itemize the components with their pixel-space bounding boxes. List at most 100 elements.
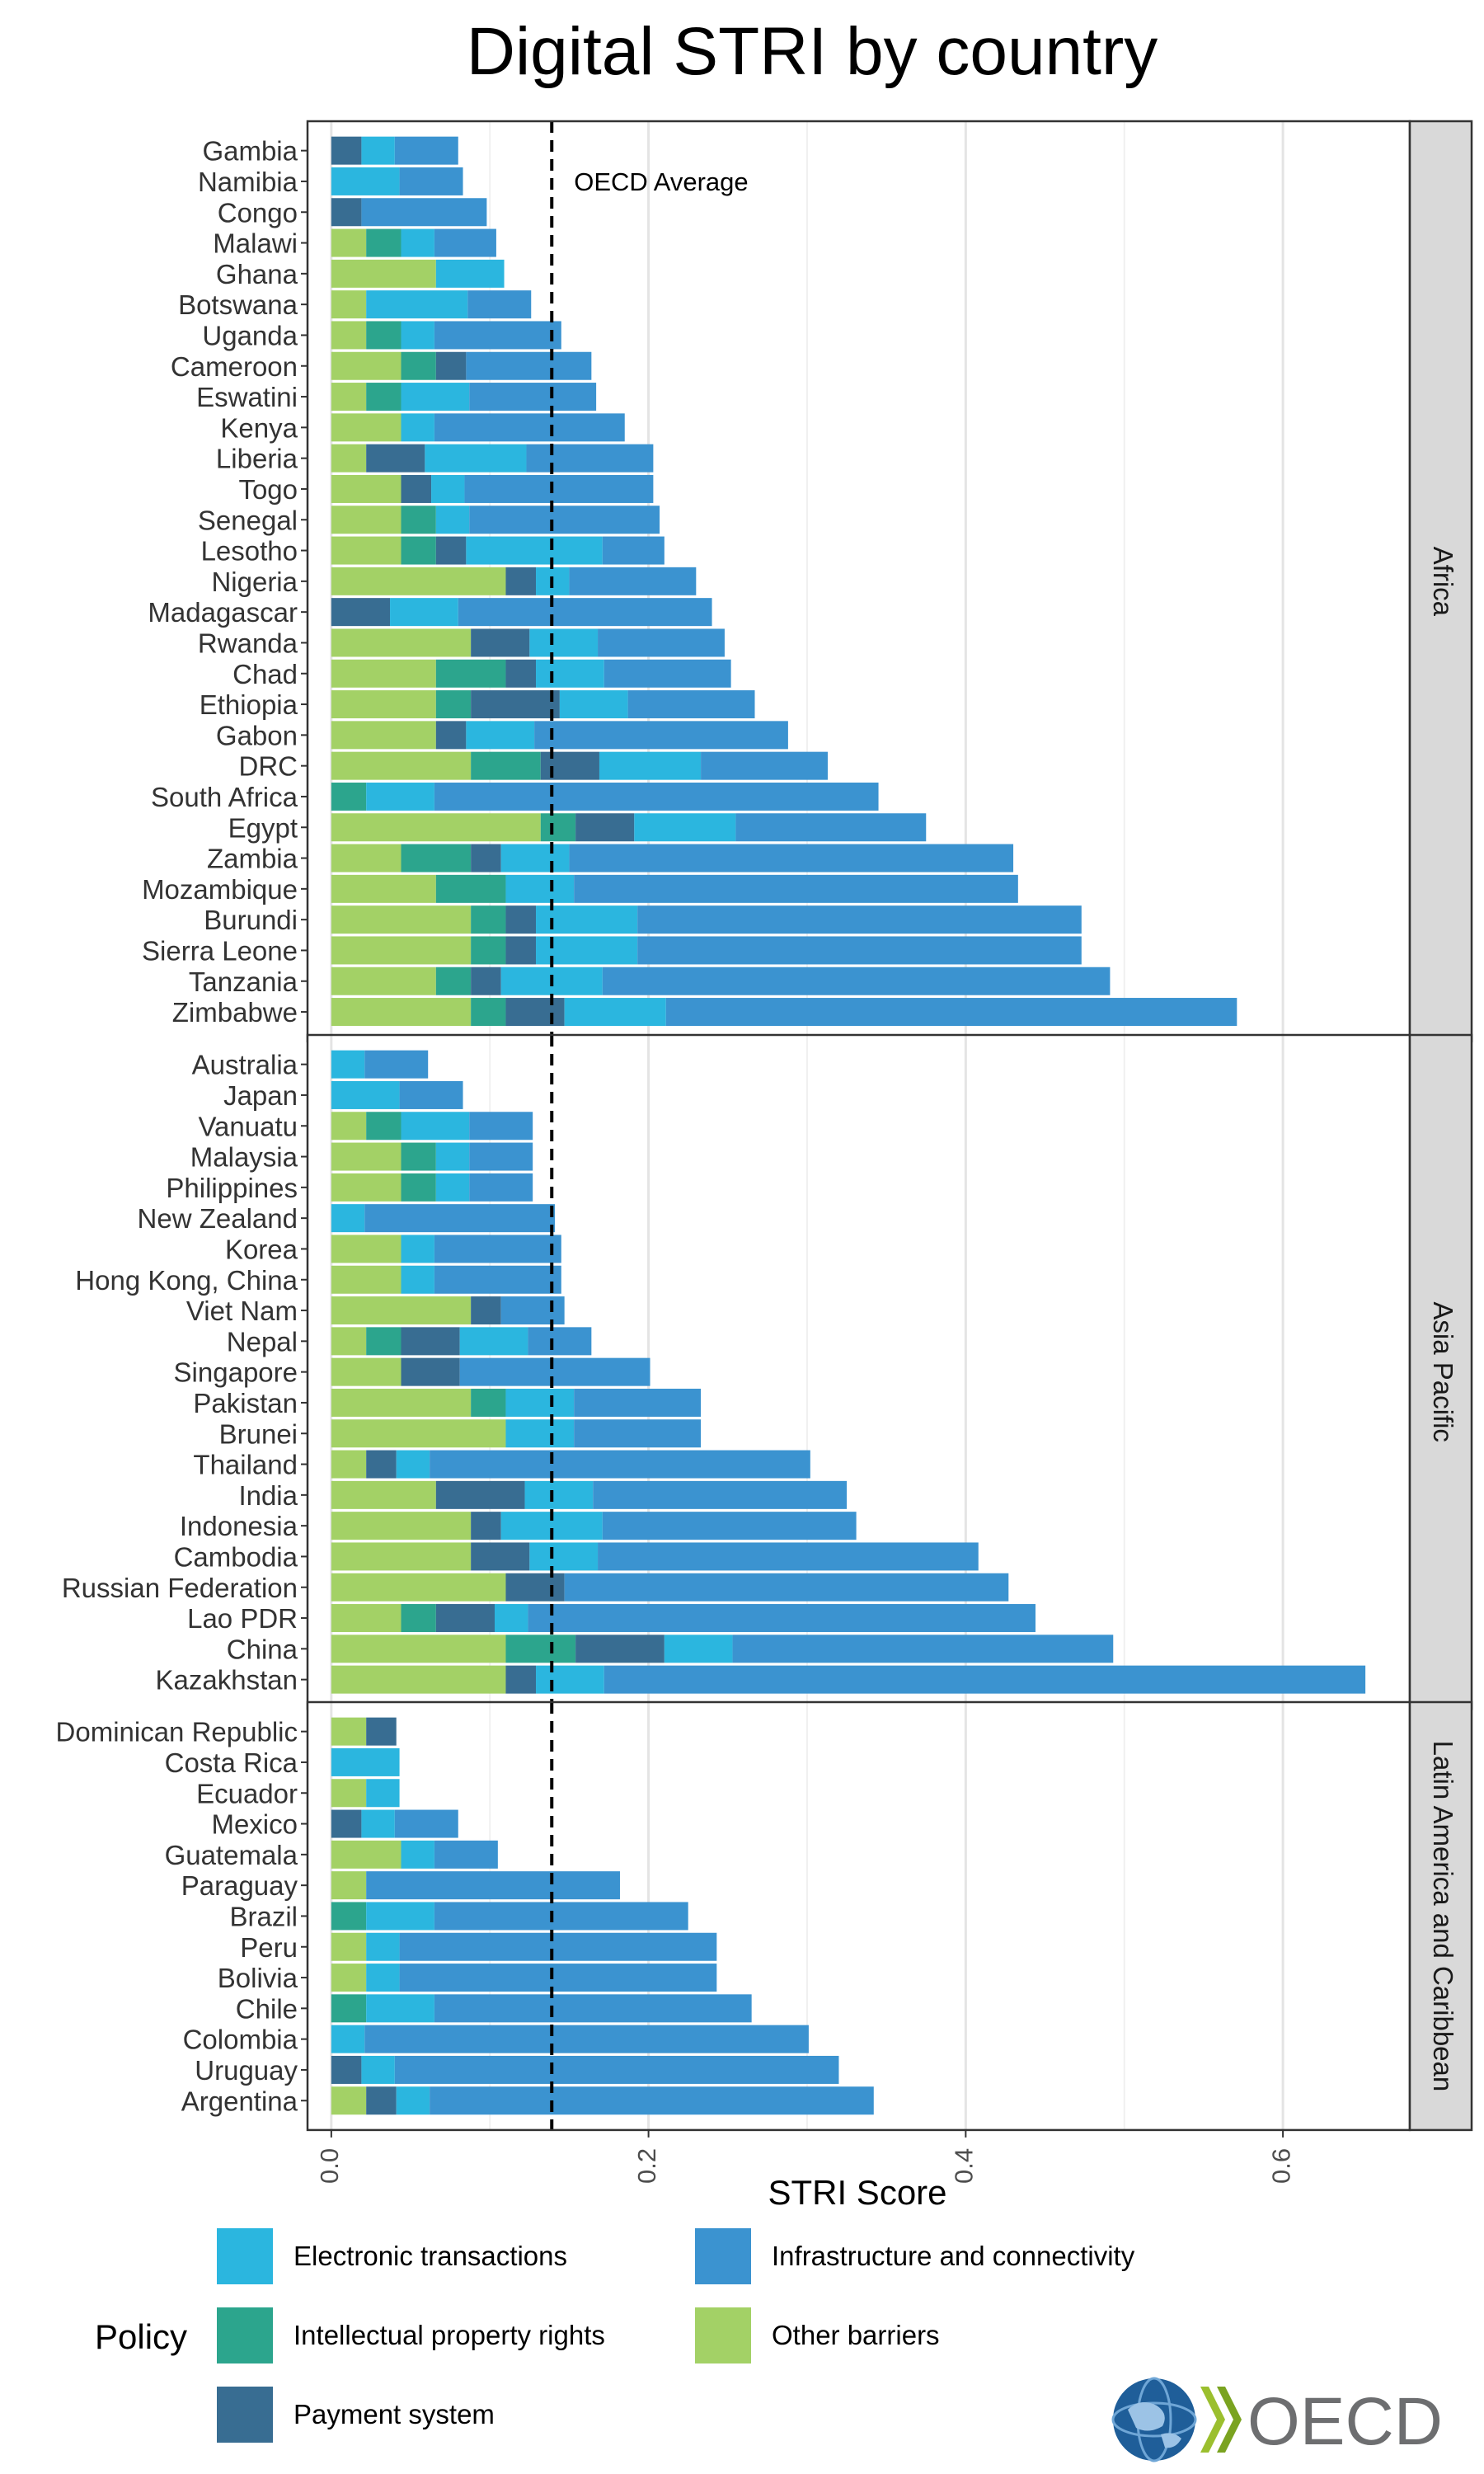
facet-strip-label: Africa bbox=[1428, 547, 1458, 617]
bar-segment-ps bbox=[401, 1357, 460, 1386]
bar-segment-et bbox=[401, 321, 434, 350]
bar-segment-ic bbox=[458, 598, 712, 627]
country-label: Botswana bbox=[178, 289, 298, 320]
bar-segment-et bbox=[435, 259, 505, 288]
x-tick-label: 0.0 bbox=[315, 2148, 344, 2184]
bar-segment-ic bbox=[574, 1419, 702, 1448]
bar-segment-ip bbox=[505, 1634, 576, 1663]
country-label: Kazakhstan bbox=[156, 1665, 298, 1696]
bar-row bbox=[331, 813, 927, 842]
bar-row bbox=[331, 1871, 620, 1900]
bar-segment-et bbox=[366, 782, 434, 811]
x-tick-label: 0.6 bbox=[1266, 2148, 1295, 2184]
bar-segment-ic bbox=[364, 1204, 556, 1233]
bar-row bbox=[331, 1419, 702, 1448]
bar-segment-ic bbox=[361, 198, 487, 227]
country-label: Paraguay bbox=[181, 1870, 298, 1901]
bar-segment-ip bbox=[471, 936, 506, 965]
bar-segment-ic bbox=[399, 1080, 463, 1109]
country-label: Nigeria bbox=[211, 567, 298, 597]
bar-row bbox=[331, 874, 1018, 903]
bar-segment-ob bbox=[331, 813, 541, 842]
bar-segment-et bbox=[361, 2055, 395, 2084]
bar-segment-et bbox=[401, 413, 434, 442]
bar-row bbox=[331, 1902, 688, 1931]
bar-segment-ip bbox=[401, 506, 436, 534]
country-label: Singapore bbox=[174, 1357, 298, 1388]
bar-segment-ob bbox=[331, 1512, 472, 1540]
bar-segment-ps bbox=[401, 474, 432, 503]
bar-segment-ic bbox=[430, 1450, 810, 1479]
bar-segment-ip bbox=[435, 874, 506, 903]
bar-row bbox=[331, 1450, 810, 1479]
bar-segment-et bbox=[396, 1450, 430, 1479]
bar-row bbox=[331, 998, 1237, 1027]
country-label: Pakistan bbox=[193, 1388, 298, 1418]
bar-segment-ip bbox=[435, 967, 472, 995]
bar-segment-ic bbox=[637, 936, 1082, 965]
bar-row bbox=[331, 1173, 533, 1202]
bar-row bbox=[331, 1634, 1114, 1663]
bar-segment-ip bbox=[401, 1142, 436, 1171]
chevron-icon bbox=[1200, 2387, 1242, 2453]
facet-strip-label: Latin America and Caribbean bbox=[1428, 1741, 1458, 2092]
bar-segment-ps bbox=[540, 751, 599, 780]
bar-segment-et bbox=[401, 228, 434, 257]
bar-row bbox=[331, 598, 712, 627]
bar-segment-et bbox=[361, 1809, 395, 1838]
bar-segment-et bbox=[536, 1665, 604, 1694]
bar-segment-et bbox=[664, 1634, 733, 1663]
bar-row bbox=[331, 506, 660, 534]
country-label: India bbox=[238, 1480, 298, 1511]
bar-segment-ic bbox=[434, 1840, 498, 1869]
bar-segment-ob bbox=[331, 1717, 367, 1746]
bar-segment-et bbox=[390, 598, 458, 627]
country-label: New Zealand bbox=[138, 1203, 298, 1234]
bar-segment-et bbox=[466, 536, 603, 565]
legend-label: Intellectual property rights bbox=[294, 2320, 605, 2350]
bar-row bbox=[331, 167, 463, 195]
bar-segment-ip bbox=[401, 844, 472, 872]
bar-segment-ob bbox=[331, 1450, 367, 1479]
bar-segment-ps bbox=[505, 567, 537, 595]
bar-segment-ob bbox=[331, 1388, 472, 1417]
bar-row bbox=[331, 1327, 592, 1356]
country-label: Kenya bbox=[220, 412, 298, 443]
bar-row bbox=[331, 690, 755, 719]
bar-segment-ic bbox=[469, 1112, 533, 1141]
bar-segment-ob bbox=[331, 1932, 367, 1961]
bar-segment-et bbox=[366, 1902, 434, 1931]
bar-segment-ob bbox=[331, 2086, 367, 2115]
bar-segment-ic bbox=[469, 1142, 533, 1171]
bar-segment-ps bbox=[331, 198, 362, 227]
bar-segment-ob bbox=[331, 905, 472, 934]
bar-segment-et bbox=[331, 1204, 365, 1233]
bar-segment-ps bbox=[366, 444, 425, 473]
bar-segment-ob bbox=[331, 321, 367, 350]
country-label: Korea bbox=[225, 1234, 298, 1264]
bar-segment-ic bbox=[399, 167, 463, 195]
bar-segment-ip bbox=[471, 905, 506, 934]
bar-segment-et bbox=[396, 2086, 430, 2115]
bar-segment-ob bbox=[331, 259, 436, 288]
country-label: Nepal bbox=[227, 1326, 298, 1357]
bar-segment-ip bbox=[331, 782, 367, 811]
bar-row bbox=[331, 967, 1111, 995]
bar-segment-ob bbox=[331, 659, 436, 688]
country-label: Bolivia bbox=[218, 1963, 298, 1993]
country-label: Tanzania bbox=[189, 967, 298, 997]
bar-segment-ob bbox=[331, 1235, 402, 1263]
bar-segment-ic bbox=[464, 474, 654, 503]
bar-row bbox=[331, 628, 725, 657]
panel-asia-pacific: AustraliaJapanVanuatuMalaysiaPhilippines… bbox=[62, 1033, 1473, 1710]
country-label: Costa Rica bbox=[165, 1747, 298, 1778]
bar-row bbox=[331, 1542, 979, 1571]
country-label: Uruguay bbox=[195, 2055, 298, 2086]
bar-segment-ic bbox=[603, 1665, 1366, 1694]
country-label: Malaysia bbox=[190, 1142, 298, 1173]
bar-row bbox=[331, 1717, 397, 1746]
bar-segment-et bbox=[331, 167, 400, 195]
bar-segment-et bbox=[401, 1235, 434, 1263]
bar-segment-et bbox=[431, 474, 465, 503]
bar-segment-ic bbox=[500, 1296, 565, 1325]
